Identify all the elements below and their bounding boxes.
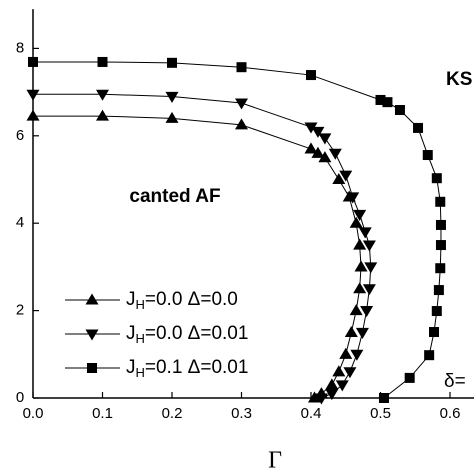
data-point: [26, 89, 40, 101]
legend-marker: [87, 363, 97, 373]
data-point: [311, 146, 325, 158]
data-point: [424, 350, 435, 361]
data-point: [306, 70, 316, 81]
data-point: [431, 173, 442, 184]
data-point: [362, 284, 376, 296]
data-point: [422, 150, 433, 161]
data-point: [344, 325, 358, 337]
y-tick-label: 6: [16, 127, 24, 144]
data-point: [346, 192, 360, 204]
data-point: [165, 111, 179, 123]
data-point: [435, 240, 446, 251]
legend-marker: [85, 329, 99, 341]
data-point: [435, 219, 446, 230]
data-point: [353, 282, 367, 294]
data-point: [353, 209, 367, 221]
data-point: [96, 89, 109, 101]
data-point: [435, 263, 446, 274]
x-tick-label: 0.2: [162, 405, 183, 422]
data-point: [343, 367, 357, 379]
data-point: [364, 262, 378, 274]
data-point: [332, 365, 346, 377]
data-point: [358, 227, 372, 239]
series-line: [33, 115, 362, 399]
data-point: [28, 56, 38, 67]
data-point: [431, 306, 442, 317]
x-tick-label: 0.0: [23, 405, 44, 422]
series-line: [33, 93, 372, 399]
data-point: [328, 148, 342, 160]
x-axis-label: Γ: [268, 448, 282, 474]
data-point: [394, 105, 405, 116]
data-point: [404, 372, 415, 383]
data-point: [382, 97, 393, 108]
data-point: [235, 98, 248, 110]
legend-label: JH=0.1 Δ=0.01: [126, 357, 248, 380]
data-point: [236, 62, 247, 73]
annotation: canted AF: [129, 186, 220, 207]
data-point: [349, 216, 363, 228]
data-point: [165, 91, 179, 103]
data-point: [318, 133, 332, 145]
data-point: [97, 56, 108, 67]
x-tick-label: 0.3: [231, 405, 252, 422]
data-point: [354, 260, 368, 272]
legend-marker: [85, 293, 99, 305]
data-point: [314, 393, 328, 405]
data-point: [26, 109, 40, 121]
data-point: [378, 393, 389, 403]
data-point: [433, 285, 444, 296]
data-point: [332, 173, 346, 185]
y-tick-label: 8: [16, 39, 24, 56]
data-point: [355, 327, 369, 339]
data-point: [435, 196, 446, 207]
x-tick-label: 0.5: [370, 405, 391, 422]
data-point: [167, 57, 177, 68]
data-point: [325, 389, 339, 401]
data-point: [350, 349, 364, 361]
x-tick-label: 0.1: [92, 405, 113, 422]
y-tick-label: 4: [16, 214, 24, 231]
annotation: KS: [446, 69, 472, 90]
data-point: [339, 170, 353, 182]
data-point: [353, 238, 367, 250]
legend-label: JH=0.0 Δ=0.01: [126, 323, 248, 346]
data-point: [349, 304, 363, 316]
y-tick-label: 2: [16, 302, 24, 319]
data-point: [362, 240, 376, 252]
legend-label: JH=0.0 Δ=0.0: [126, 289, 238, 312]
data-point: [304, 122, 318, 134]
data-point: [307, 391, 321, 403]
annotation: δ=: [444, 371, 466, 392]
data-point: [304, 142, 318, 154]
data-point: [96, 109, 109, 121]
data-point: [335, 380, 349, 392]
data-point: [413, 122, 424, 133]
data-point: [429, 327, 440, 338]
data-point: [318, 151, 332, 163]
data-point: [325, 378, 339, 390]
data-point: [311, 126, 325, 138]
series-line: [33, 61, 442, 399]
data-point: [339, 347, 353, 359]
data-point: [375, 94, 386, 105]
x-tick-label: 0.4: [301, 405, 322, 422]
data-point: [360, 306, 374, 318]
data-point: [235, 118, 248, 130]
y-tick-label: 0: [16, 389, 24, 406]
x-tick-label: 0.6: [440, 405, 461, 422]
